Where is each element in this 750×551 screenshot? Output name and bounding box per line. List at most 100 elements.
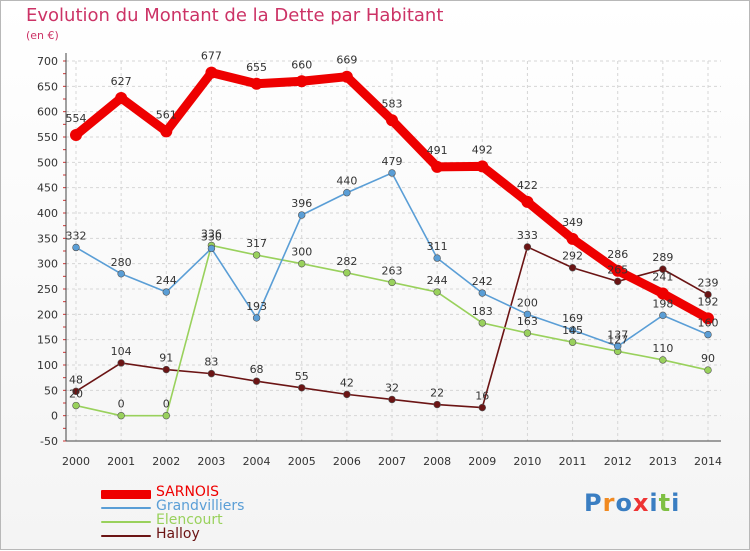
data-label-elencourt: 263	[382, 264, 403, 277]
data-point-grandvilliers	[433, 254, 441, 262]
x-tick-label: 2010	[513, 455, 541, 468]
y-tick-label: -50	[40, 435, 58, 448]
data-point-grandvilliers	[478, 289, 486, 297]
data-label-elencourt: 244	[427, 274, 448, 287]
x-tick-label: 2003	[197, 455, 225, 468]
data-label-halloy: 289	[652, 251, 673, 264]
data-point-elencourt	[433, 288, 441, 296]
data-point-elencourt	[298, 259, 306, 268]
x-tick-label: 2001	[107, 455, 135, 468]
data-label-halloy: 16	[475, 390, 489, 403]
x-tick-label: 2002	[152, 455, 180, 468]
data-label-grandvilliers: 440	[336, 175, 357, 188]
data-point-sarnois	[160, 125, 173, 138]
y-tick-label: 100	[37, 359, 58, 372]
data-label-grandvilliers: 396	[291, 197, 312, 210]
data-label-grandvilliers: 169	[562, 312, 583, 325]
data-label-elencourt: 0	[163, 398, 170, 411]
data-label-sarnois: 349	[562, 216, 583, 229]
data-point-sarnois	[431, 160, 444, 173]
x-tick-label: 2007	[378, 455, 406, 468]
data-label-elencourt: 163	[517, 315, 538, 328]
data-point-halloy	[72, 387, 80, 396]
data-label-grandvilliers: 330	[201, 230, 222, 243]
x-tick-label: 2011	[559, 455, 587, 468]
data-point-halloy	[659, 265, 667, 273]
axes: -500501001502002503003504004505005506006…	[37, 53, 722, 468]
data-label-sarnois: 491	[427, 144, 448, 157]
logo-letter: i	[671, 489, 681, 517]
data-label-grandvilliers: 160	[698, 317, 719, 330]
y-tick-label: 400	[37, 207, 58, 220]
data-point-sarnois	[476, 160, 489, 173]
logo-letter: t	[658, 489, 672, 517]
data-label-halloy: 265	[607, 263, 628, 276]
logo-letter: r	[602, 489, 616, 517]
data-point-halloy	[252, 377, 261, 385]
y-tick-label: 250	[37, 283, 58, 296]
chart-title: Evolution du Montant de la Dette par Hab…	[26, 5, 444, 26]
x-tick-label: 2013	[649, 455, 677, 468]
data-label-grandvilliers: 193	[246, 300, 267, 313]
data-label-halloy: 83	[204, 356, 218, 369]
data-label-grandvilliers: 242	[472, 275, 493, 288]
data-label-elencourt: 317	[246, 237, 267, 250]
data-point-elencourt	[252, 251, 261, 259]
y-tick-label: 300	[37, 258, 58, 271]
data-label-grandvilliers: 280	[111, 256, 132, 269]
data-point-grandvilliers	[207, 244, 216, 253]
data-label-sarnois: 561	[156, 108, 177, 121]
data-point-halloy	[568, 264, 577, 272]
x-tick-label: 2004	[243, 455, 271, 468]
data-label-halloy: 239	[698, 277, 719, 290]
data-point-sarnois	[386, 114, 398, 127]
data-label-halloy: 292	[562, 250, 583, 263]
data-label-grandvilliers: 332	[66, 229, 87, 242]
data-point-elencourt	[343, 269, 351, 277]
data-point-sarnois	[295, 75, 308, 88]
data-label-elencourt: 110	[652, 342, 673, 355]
data-point-elencourt	[478, 319, 486, 327]
legend-swatch	[101, 507, 151, 509]
y-tick-label: 650	[37, 80, 58, 93]
legend-swatch	[101, 521, 151, 523]
data-label-elencourt: 20	[69, 388, 83, 401]
x-tick-label: 2006	[333, 455, 361, 468]
data-label-elencourt: 183	[472, 305, 493, 318]
legend-label: Elencourt	[156, 512, 223, 528]
data-point-halloy	[704, 290, 712, 299]
data-label-grandvilliers: 198	[652, 297, 673, 310]
data-point-sarnois	[521, 195, 534, 208]
data-point-grandvilliers	[568, 326, 577, 334]
data-point-elencourt	[523, 329, 532, 337]
data-label-grandvilliers: 311	[427, 240, 448, 253]
data-label-sarnois: 192	[698, 295, 719, 308]
data-point-elencourt	[72, 401, 80, 410]
data-point-grandvilliers	[614, 342, 622, 350]
data-point-grandvilliers	[388, 169, 396, 177]
data-label-grandvilliers: 479	[382, 155, 403, 168]
data-label-sarnois: 677	[201, 50, 222, 63]
data-point-halloy	[207, 369, 216, 378]
data-label-sarnois: 655	[246, 61, 267, 74]
x-tick-label: 2000	[62, 455, 90, 468]
data-point-grandvilliers	[704, 330, 712, 339]
x-tick-label: 2005	[288, 455, 316, 468]
data-point-elencourt	[117, 411, 125, 420]
x-tick-label: 2008	[423, 455, 451, 468]
data-label-halloy: 333	[517, 229, 538, 242]
data-point-sarnois	[340, 70, 353, 83]
data-point-halloy	[478, 403, 486, 412]
y-tick-label: 50	[44, 384, 58, 397]
legend-swatch	[101, 535, 151, 537]
data-point-grandvilliers	[523, 310, 532, 319]
y-tick-label: 500	[37, 156, 58, 169]
logo-letter: P	[584, 489, 603, 517]
data-point-grandvilliers	[252, 314, 261, 322]
data-point-grandvilliers	[117, 270, 125, 278]
data-label-sarnois: 241	[652, 271, 673, 284]
logo-letter: x	[632, 489, 650, 517]
data-label-sarnois: 627	[111, 75, 132, 88]
data-label-halloy: 22	[430, 387, 444, 400]
